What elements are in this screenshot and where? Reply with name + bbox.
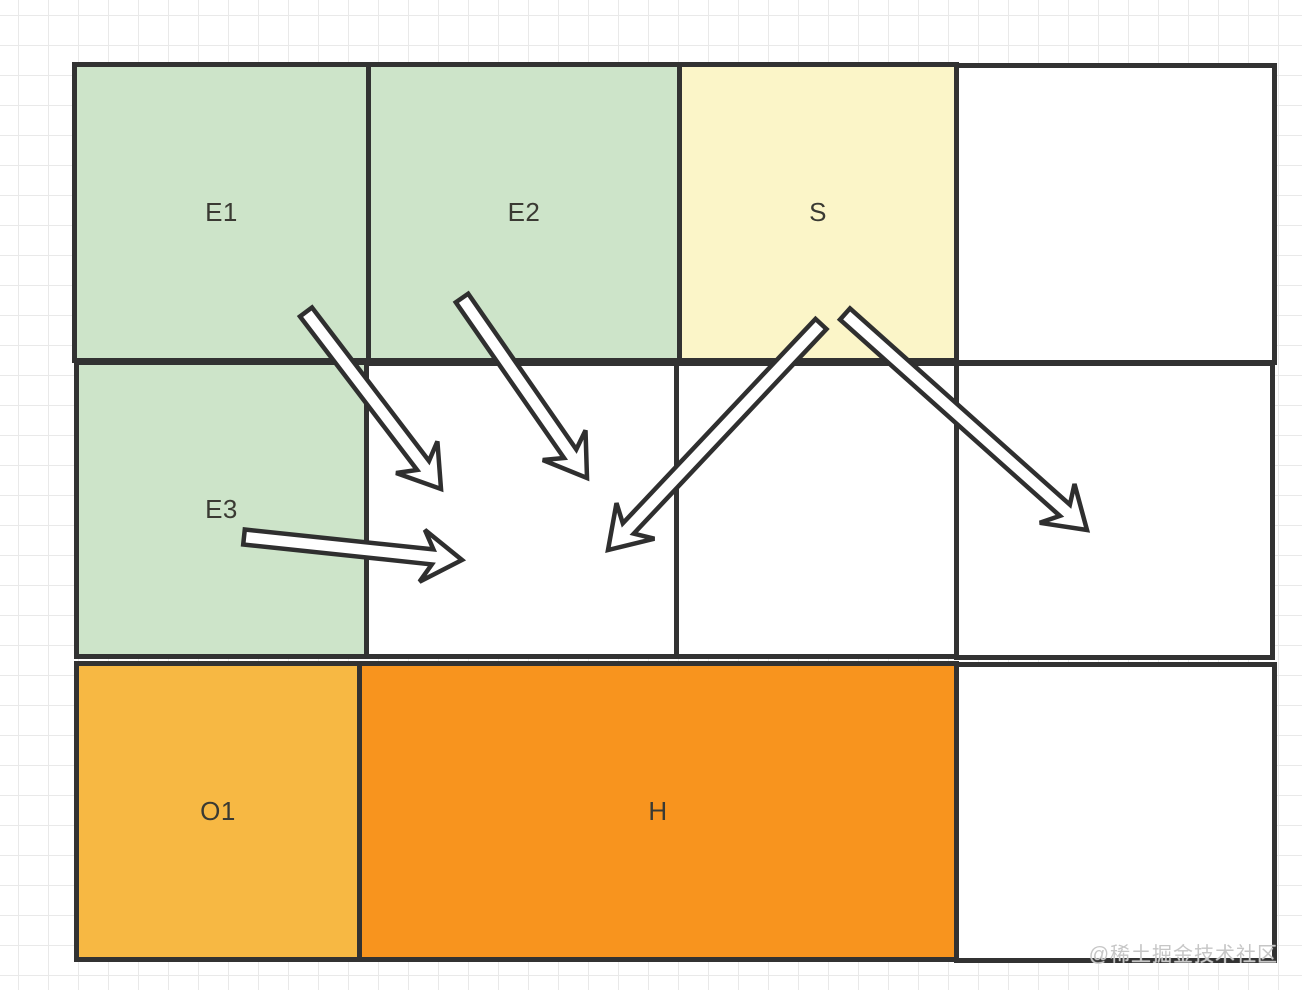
cell-bottom-right-empty bbox=[954, 662, 1277, 963]
cell-e1: E1 bbox=[72, 62, 371, 363]
cell-s-label: S bbox=[809, 197, 827, 227]
cell-e3-label: E3 bbox=[205, 494, 238, 524]
cell-h-label: H bbox=[648, 796, 668, 826]
cell-middle-2-empty bbox=[674, 361, 959, 659]
cell-e2-label: E2 bbox=[507, 197, 541, 227]
cell-s: S bbox=[677, 62, 959, 363]
cell-middle-1-empty bbox=[364, 361, 679, 659]
cell-top-right-empty bbox=[954, 63, 1277, 365]
cell-e2: E2 bbox=[366, 62, 682, 363]
cell-o1: O1 bbox=[74, 661, 362, 962]
cell-h: H bbox=[357, 661, 959, 962]
cell-o1-label: O1 bbox=[200, 796, 236, 826]
cell-e3: E3 bbox=[74, 360, 369, 659]
cell-e1-label: E1 bbox=[205, 197, 238, 227]
watermark: @稀土掘金技术社区 bbox=[1088, 944, 1278, 966]
cell-middle-3-empty bbox=[954, 361, 1275, 660]
